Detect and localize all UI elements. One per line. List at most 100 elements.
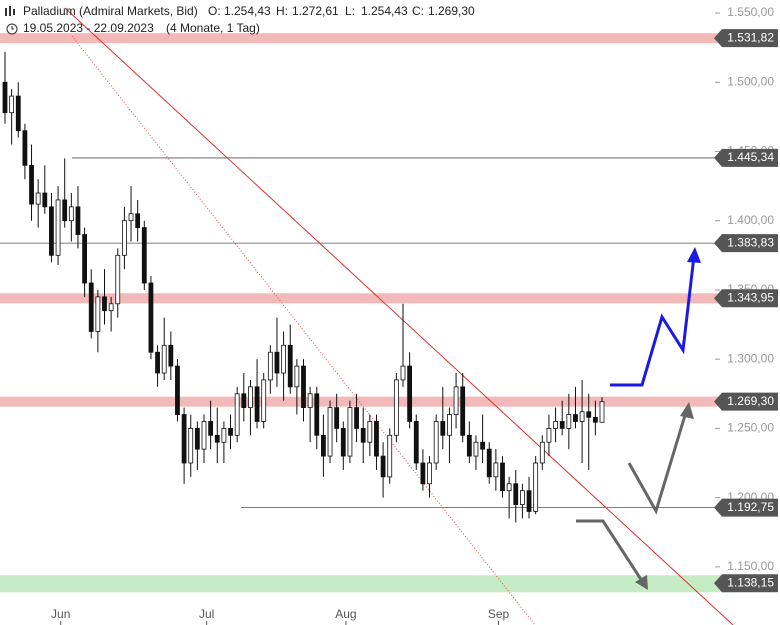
date-range: 19.05.2023 - 22.09.2023 <box>23 21 154 35</box>
level-label: 1.138,15 <box>727 575 774 589</box>
y-tick-label: 1.250,00 <box>727 421 774 435</box>
candle-body <box>29 164 34 205</box>
level-tag <box>714 574 778 593</box>
level-tag <box>714 289 778 308</box>
candle-body <box>214 434 220 443</box>
candle-body <box>327 407 333 457</box>
candle-body <box>480 441 486 450</box>
candle-body <box>281 344 287 374</box>
x-axis: Jun Jul Aug Sep <box>51 607 509 625</box>
candle-body <box>314 393 320 436</box>
level-band <box>0 293 720 304</box>
arrow-head <box>635 575 648 590</box>
level-label: 1.531,82 <box>727 30 774 44</box>
candle-body <box>520 490 525 505</box>
candle-body <box>208 421 214 436</box>
level-tag <box>714 392 778 411</box>
y-tick-label: 1.500,00 <box>727 74 774 88</box>
candle-body <box>367 421 373 443</box>
candle-body <box>579 411 585 422</box>
levels <box>0 33 736 593</box>
candle-body <box>546 427 552 443</box>
candle-body <box>500 462 505 492</box>
candle-body <box>234 393 240 436</box>
level-tag <box>714 234 778 253</box>
candle-body <box>2 81 8 114</box>
candle-body <box>248 386 253 409</box>
candle-body <box>400 365 406 381</box>
y-axis: 1.550,001.500,001.450,001.400,001.350,00… <box>715 5 774 573</box>
candle-body <box>301 365 306 409</box>
candle-body <box>274 351 280 374</box>
candle-body <box>55 199 61 256</box>
level-label: 1.383,83 <box>727 235 774 249</box>
candle-body <box>440 421 446 436</box>
icon <box>5 8 7 16</box>
level-band <box>0 33 720 44</box>
candle-body <box>82 234 87 284</box>
candle-body <box>75 206 81 235</box>
candle-body <box>453 386 459 415</box>
candle-body <box>22 130 28 166</box>
candle-body <box>102 296 107 312</box>
ohlc-key: H: <box>276 4 288 18</box>
candle-body <box>447 414 452 436</box>
candle-body <box>393 379 399 436</box>
candle-body <box>168 344 174 367</box>
candle-body <box>267 351 273 381</box>
candle-body <box>108 303 114 312</box>
candle-body <box>161 344 167 374</box>
candle-body <box>9 95 15 114</box>
level-label: 1.343,95 <box>727 290 774 304</box>
clock-hand <box>11 26 14 30</box>
candle-body <box>307 393 313 409</box>
scenario-arrow <box>610 255 696 387</box>
candle-body <box>493 462 499 478</box>
candle-body <box>49 206 54 256</box>
candle-body <box>460 386 466 436</box>
candle-body <box>135 213 141 229</box>
level-band <box>0 575 736 593</box>
scenario-arrow <box>576 519 644 582</box>
date-span: (4 Monate, 1 Tag) <box>166 21 260 35</box>
candle-body <box>533 462 539 512</box>
candle-body <box>506 483 512 492</box>
candle-body <box>566 414 572 429</box>
y-tick-label: 1.550,00 <box>727 5 774 19</box>
candle-body <box>122 220 127 256</box>
ohlc-value: 1.254,43 <box>224 4 271 18</box>
candle-body <box>420 462 426 485</box>
candle-body <box>380 455 386 478</box>
candle-body <box>261 379 267 422</box>
icon <box>13 9 15 15</box>
candle-body <box>175 365 180 415</box>
candle-body <box>254 386 260 422</box>
x-tick-label: Jul <box>199 607 214 621</box>
candle-body <box>241 393 247 409</box>
candle-body <box>573 414 578 422</box>
candle-body <box>427 462 432 485</box>
candle-body <box>62 199 68 222</box>
y-tick-label: 1.300,00 <box>727 351 774 365</box>
candle-body <box>15 95 21 132</box>
icon <box>9 6 11 16</box>
candle-body <box>413 421 419 464</box>
x-tick-label: Sep <box>488 607 510 621</box>
candle-body <box>586 411 592 418</box>
candle-body <box>526 490 532 512</box>
ohlc-key: L: <box>345 4 355 18</box>
candle-body <box>513 483 519 505</box>
instrument: Palladium (Admiral Markets, Bid) <box>23 4 198 18</box>
level-label: 1.445,34 <box>727 150 774 164</box>
candle-body <box>374 421 379 457</box>
candle-body <box>141 227 147 284</box>
level-label: 1.269,30 <box>727 394 774 408</box>
level-tag <box>714 29 778 48</box>
candle-body <box>466 434 472 457</box>
candle-body <box>181 414 187 464</box>
candle-body <box>88 282 94 332</box>
candle-body <box>340 427 346 457</box>
candle-body <box>115 254 121 305</box>
candle-body <box>559 421 565 429</box>
candle-body <box>347 407 353 457</box>
